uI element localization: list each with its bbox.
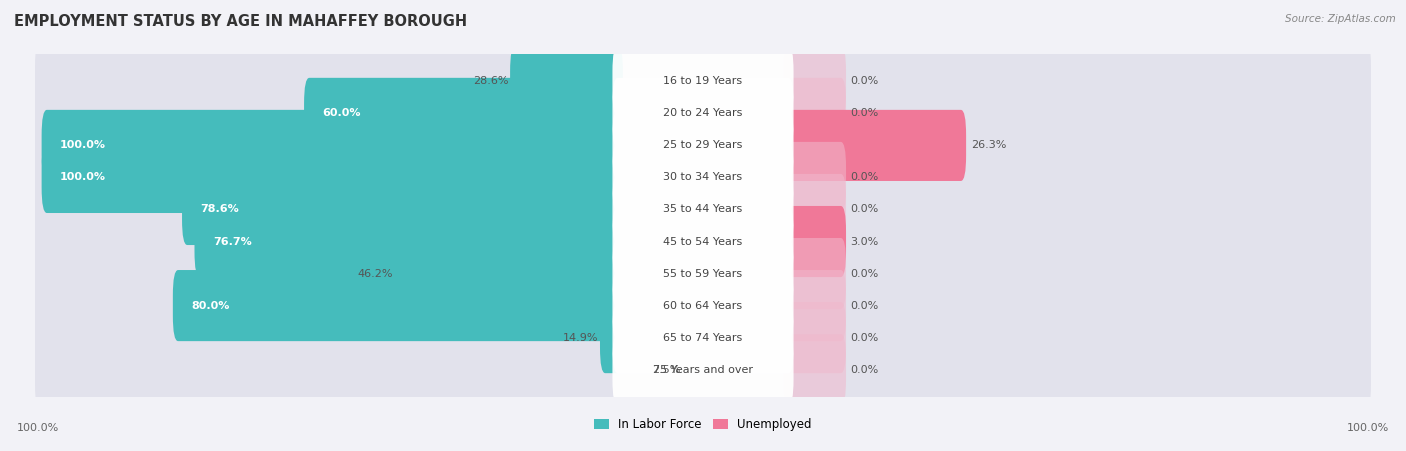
Legend: In Labor Force, Unemployed: In Labor Force, Unemployed bbox=[589, 413, 817, 436]
Text: EMPLOYMENT STATUS BY AGE IN MAHAFFEY BOROUGH: EMPLOYMENT STATUS BY AGE IN MAHAFFEY BOR… bbox=[14, 14, 467, 28]
Text: 0.0%: 0.0% bbox=[851, 108, 879, 118]
Text: 2.5%: 2.5% bbox=[651, 365, 681, 375]
Text: 100.0%: 100.0% bbox=[17, 423, 59, 433]
FancyBboxPatch shape bbox=[35, 296, 1371, 379]
FancyBboxPatch shape bbox=[613, 238, 793, 309]
FancyBboxPatch shape bbox=[613, 174, 793, 245]
Text: 100.0%: 100.0% bbox=[60, 172, 105, 183]
Text: 16 to 19 Years: 16 to 19 Years bbox=[664, 76, 742, 86]
FancyBboxPatch shape bbox=[35, 328, 1371, 411]
FancyBboxPatch shape bbox=[35, 72, 1371, 155]
FancyBboxPatch shape bbox=[783, 206, 846, 277]
Text: 75 Years and over: 75 Years and over bbox=[652, 365, 754, 375]
FancyBboxPatch shape bbox=[35, 168, 1371, 251]
FancyBboxPatch shape bbox=[613, 334, 793, 405]
FancyBboxPatch shape bbox=[783, 46, 846, 117]
Text: 100.0%: 100.0% bbox=[60, 140, 105, 151]
Text: 65 to 74 Years: 65 to 74 Years bbox=[664, 333, 742, 343]
FancyBboxPatch shape bbox=[35, 104, 1371, 187]
FancyBboxPatch shape bbox=[783, 334, 846, 405]
Text: 25 to 29 Years: 25 to 29 Years bbox=[664, 140, 742, 151]
FancyBboxPatch shape bbox=[181, 174, 623, 245]
Text: 0.0%: 0.0% bbox=[851, 76, 879, 86]
Text: 35 to 44 Years: 35 to 44 Years bbox=[664, 204, 742, 215]
Text: 0.0%: 0.0% bbox=[851, 268, 879, 279]
FancyBboxPatch shape bbox=[194, 206, 623, 277]
FancyBboxPatch shape bbox=[613, 46, 793, 117]
FancyBboxPatch shape bbox=[35, 136, 1371, 219]
FancyBboxPatch shape bbox=[42, 142, 623, 213]
FancyBboxPatch shape bbox=[613, 110, 793, 181]
FancyBboxPatch shape bbox=[613, 206, 793, 277]
Text: 60.0%: 60.0% bbox=[322, 108, 361, 118]
FancyBboxPatch shape bbox=[613, 302, 793, 373]
Text: 28.6%: 28.6% bbox=[474, 76, 509, 86]
FancyBboxPatch shape bbox=[783, 142, 846, 213]
Text: 14.9%: 14.9% bbox=[564, 333, 599, 343]
Text: 30 to 34 Years: 30 to 34 Years bbox=[664, 172, 742, 183]
Text: 100.0%: 100.0% bbox=[1347, 423, 1389, 433]
FancyBboxPatch shape bbox=[510, 46, 623, 117]
FancyBboxPatch shape bbox=[783, 270, 846, 341]
Text: 55 to 59 Years: 55 to 59 Years bbox=[664, 268, 742, 279]
FancyBboxPatch shape bbox=[35, 264, 1371, 347]
FancyBboxPatch shape bbox=[783, 110, 966, 181]
Text: 0.0%: 0.0% bbox=[851, 365, 879, 375]
FancyBboxPatch shape bbox=[613, 270, 793, 341]
Text: 0.0%: 0.0% bbox=[851, 333, 879, 343]
FancyBboxPatch shape bbox=[613, 142, 793, 213]
Text: 26.3%: 26.3% bbox=[970, 140, 1007, 151]
FancyBboxPatch shape bbox=[35, 40, 1371, 123]
FancyBboxPatch shape bbox=[173, 270, 623, 341]
FancyBboxPatch shape bbox=[42, 110, 623, 181]
FancyBboxPatch shape bbox=[35, 232, 1371, 315]
Text: 46.2%: 46.2% bbox=[357, 268, 394, 279]
FancyBboxPatch shape bbox=[783, 174, 846, 245]
Text: 78.6%: 78.6% bbox=[201, 204, 239, 215]
FancyBboxPatch shape bbox=[304, 78, 623, 149]
FancyBboxPatch shape bbox=[395, 238, 623, 309]
Text: 80.0%: 80.0% bbox=[191, 300, 229, 311]
FancyBboxPatch shape bbox=[783, 302, 846, 373]
FancyBboxPatch shape bbox=[783, 78, 846, 149]
FancyBboxPatch shape bbox=[35, 200, 1371, 283]
Text: 45 to 54 Years: 45 to 54 Years bbox=[664, 236, 742, 247]
FancyBboxPatch shape bbox=[783, 238, 846, 309]
Text: 0.0%: 0.0% bbox=[851, 204, 879, 215]
Text: 76.7%: 76.7% bbox=[212, 236, 252, 247]
Text: Source: ZipAtlas.com: Source: ZipAtlas.com bbox=[1285, 14, 1396, 23]
Text: 0.0%: 0.0% bbox=[851, 172, 879, 183]
Text: 60 to 64 Years: 60 to 64 Years bbox=[664, 300, 742, 311]
FancyBboxPatch shape bbox=[600, 302, 623, 373]
Text: 0.0%: 0.0% bbox=[851, 300, 879, 311]
Text: 20 to 24 Years: 20 to 24 Years bbox=[664, 108, 742, 118]
FancyBboxPatch shape bbox=[613, 78, 793, 149]
Text: 3.0%: 3.0% bbox=[851, 236, 879, 247]
